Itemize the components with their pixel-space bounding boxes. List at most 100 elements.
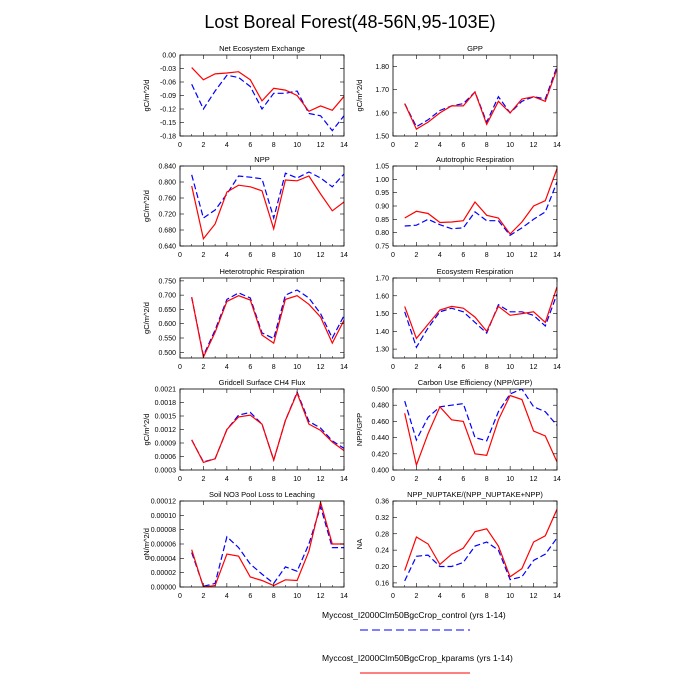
x-tick-label: 10 bbox=[506, 593, 514, 600]
y-tick-label: 0.90 bbox=[375, 204, 389, 211]
figure-title: Lost Boreal Forest(48-56N,95-103E) bbox=[204, 12, 495, 32]
y-tick-label: 0.0003 bbox=[155, 468, 177, 475]
y-axis-label: gC/m^2/d bbox=[355, 80, 364, 112]
y-tick-label: 0.00004 bbox=[151, 556, 176, 563]
x-tick-label: 8 bbox=[272, 476, 276, 483]
y-tick-label: 0.00012 bbox=[151, 499, 176, 506]
x-tick-label: 12 bbox=[317, 252, 325, 259]
y-axis-label: gC/m^2/d bbox=[142, 80, 151, 112]
x-tick-label: 6 bbox=[248, 476, 252, 483]
panel-4: 0 2 4 6 8 10 12 14 0.500 0.550 0.600 0.650 0.700 0.75… bbox=[142, 267, 348, 371]
panel-title: Soil NO3 Pool Loss to Leaching bbox=[209, 490, 315, 499]
panel-5: 0 2 4 6 8 10 12 14 1.30 1.40 1.50 1.60 1.70 Ecosystem… bbox=[375, 267, 561, 371]
x-tick-label: 6 bbox=[461, 364, 465, 371]
legend: Myccost_I2000Clm50BgcCrop_control (yrs 1… bbox=[322, 610, 513, 674]
x-tick-label: 6 bbox=[461, 476, 465, 483]
x-tick-label: 12 bbox=[317, 142, 325, 149]
y-tick-label: 0.32 bbox=[375, 515, 389, 522]
plot-frame bbox=[179, 54, 345, 137]
x-tick-label: 14 bbox=[340, 142, 348, 149]
plot-frame bbox=[392, 165, 558, 247]
x-tick-label: 14 bbox=[553, 593, 561, 600]
y-axis-label: NA bbox=[355, 539, 364, 549]
x-tick-label: 2 bbox=[201, 476, 205, 483]
x-tick-label: 8 bbox=[485, 142, 489, 149]
y-tick-label: -0.15 bbox=[160, 120, 176, 127]
series-line-control bbox=[404, 537, 557, 582]
y-tick-label: 0.440 bbox=[371, 435, 389, 442]
panel-3: 0 2 4 6 8 10 12 14 0.75 0.80 0.85 0.90 0.95 1.00 1.05 A… bbox=[375, 155, 561, 259]
y-tick-label: 0.16 bbox=[375, 580, 389, 587]
legend-label: Myccost_I2000Clm50BgcCrop_control (yrs 1… bbox=[322, 610, 506, 620]
y-tick-label: 0.750 bbox=[158, 278, 176, 285]
y-tick-label: -0.03 bbox=[160, 66, 176, 73]
y-tick-label: 0.95 bbox=[375, 190, 389, 197]
y-tick-label: 0.80 bbox=[375, 230, 389, 237]
y-tick-label: 0.00008 bbox=[151, 527, 176, 534]
series-line-kparams bbox=[191, 391, 344, 464]
y-tick-label: 1.05 bbox=[375, 164, 389, 171]
x-tick-label: 12 bbox=[317, 364, 325, 371]
y-tick-label: -0.12 bbox=[160, 107, 176, 114]
x-tick-label: 12 bbox=[530, 593, 538, 600]
y-axis-label: gN/m^2/d bbox=[142, 528, 151, 560]
x-tick-label: 8 bbox=[485, 476, 489, 483]
series-line-kparams bbox=[191, 67, 344, 113]
x-tick-label: 0 bbox=[178, 142, 182, 149]
x-tick-label: 8 bbox=[272, 364, 276, 371]
y-tick-label: -0.06 bbox=[160, 80, 176, 87]
y-tick-label: 1.60 bbox=[375, 110, 389, 117]
x-tick-label: 0 bbox=[391, 142, 395, 149]
x-tick-label: 2 bbox=[201, 593, 205, 600]
x-tick-label: 6 bbox=[461, 142, 465, 149]
plot-frame bbox=[179, 165, 345, 247]
x-tick-label: 10 bbox=[293, 252, 301, 259]
x-tick-label: 0 bbox=[391, 593, 395, 600]
x-tick-label: 14 bbox=[553, 142, 561, 149]
panel-title: NPP bbox=[254, 155, 269, 164]
y-tick-label: 0.20 bbox=[375, 564, 389, 571]
plot-frame bbox=[392, 54, 558, 137]
x-tick-label: 4 bbox=[438, 476, 442, 483]
y-tick-label: 0.720 bbox=[158, 212, 176, 219]
panel-2: 0 2 4 6 8 10 12 14 0.640 0.680 0.720 0.760 0.800 0.84… bbox=[142, 155, 348, 259]
x-tick-label: 2 bbox=[201, 364, 205, 371]
x-tick-label: 2 bbox=[201, 142, 205, 149]
legend-label: Myccost_I2000Clm50BgcCrop_kparams (yrs 1… bbox=[322, 653, 513, 663]
panel-9: 0 2 4 6 8 10 12 14 0.16 0.20 0.24 0.28 0.32 0.36 NPP_N… bbox=[355, 490, 561, 600]
y-tick-label: 0.0006 bbox=[155, 454, 177, 461]
x-tick-label: 10 bbox=[293, 364, 301, 371]
series-line-kparams bbox=[404, 508, 557, 578]
y-tick-label: 0.800 bbox=[158, 180, 176, 187]
panel-7: 0 2 4 6 8 10 12 14 0.400 0.420 0.440 0.460 0.480 0.50… bbox=[355, 378, 561, 483]
panel-title: Autotrophic Respiration bbox=[436, 155, 514, 164]
panel-title: NPP_NUPTAKE/(NPP_NUPTAKE+NPP) bbox=[407, 490, 543, 499]
series-line-control bbox=[191, 390, 344, 463]
panel-title: Carbon Use Efficiency (NPP/GPP) bbox=[418, 378, 533, 387]
y-axis-label: NPP/GPP bbox=[355, 413, 364, 446]
series-line-kparams bbox=[191, 175, 344, 241]
y-tick-label: 1.50 bbox=[375, 311, 389, 318]
series-line-kparams bbox=[404, 68, 557, 130]
x-tick-label: 14 bbox=[340, 593, 348, 600]
y-tick-label: 1.50 bbox=[375, 134, 389, 141]
x-tick-label: 0 bbox=[178, 364, 182, 371]
series-line-control bbox=[404, 293, 557, 349]
x-tick-label: 12 bbox=[530, 364, 538, 371]
y-tick-label: 1.70 bbox=[375, 87, 389, 94]
x-tick-label: 4 bbox=[225, 252, 229, 259]
x-tick-label: 10 bbox=[293, 142, 301, 149]
x-tick-label: 14 bbox=[553, 476, 561, 483]
x-tick-label: 8 bbox=[272, 142, 276, 149]
x-tick-label: 6 bbox=[248, 252, 252, 259]
x-tick-label: 8 bbox=[272, 252, 276, 259]
y-tick-label: 0.760 bbox=[158, 196, 176, 203]
x-tick-label: 6 bbox=[461, 252, 465, 259]
x-tick-label: 12 bbox=[317, 593, 325, 600]
y-tick-label: 0.680 bbox=[158, 228, 176, 235]
y-tick-label: 0.700 bbox=[158, 293, 176, 300]
y-tick-label: 0.00002 bbox=[151, 570, 176, 577]
x-tick-label: 2 bbox=[414, 142, 418, 149]
x-tick-label: 12 bbox=[530, 476, 538, 483]
y-tick-label: 0.840 bbox=[158, 164, 176, 171]
